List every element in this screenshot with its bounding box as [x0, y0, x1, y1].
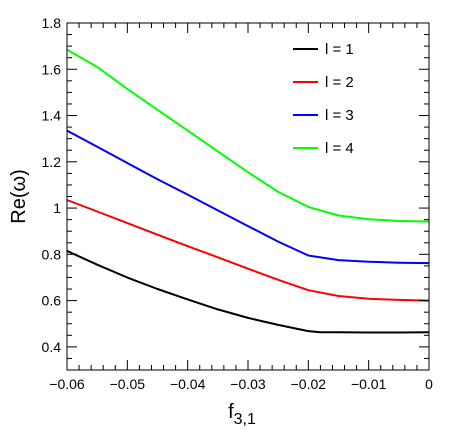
x-axis: −0.06 −0.05 −0.04 −0.03 −0.02 −0.01 0 [49, 23, 433, 392]
series-line-2 [66, 199, 430, 302]
y-tick-label: 1.8 [42, 15, 62, 31]
series-line-4 [66, 48, 430, 223]
x-tick-label: −0.02 [291, 376, 327, 392]
legend-label-4: l = 4 [325, 140, 354, 157]
x-axis-title-subscript: 3,1 [234, 411, 256, 428]
legend-label-2: l = 2 [325, 74, 354, 91]
legend: l = 1 l = 2 l = 3 l = 4 [293, 41, 354, 157]
x-tick-label: −0.05 [110, 376, 146, 392]
legend-label-3: l = 3 [325, 107, 354, 124]
y-tick-label: 0.6 [42, 293, 62, 309]
x-tick-label: −0.06 [49, 376, 85, 392]
y-tick-label: 0.4 [42, 339, 62, 355]
x-tick-label: 0 [425, 376, 433, 392]
x-tick-label: −0.04 [170, 376, 206, 392]
y-tick-label: 1.6 [42, 61, 62, 77]
x-tick-label: −0.01 [351, 376, 387, 392]
series-line-1 [66, 249, 430, 334]
y-tick-label: 1.2 [42, 154, 62, 170]
y-axis-title: Re(ω) [8, 169, 30, 224]
x-axis-title-main: f [228, 401, 234, 423]
x-axis-title: f3,1 [228, 401, 256, 428]
x-tick-label: −0.03 [230, 376, 266, 392]
y-axis: 0.4 0.6 0.8 1 1.2 1.4 1.6 1.8 [42, 15, 429, 371]
series-group [66, 48, 430, 334]
legend-label-1: l = 1 [325, 41, 354, 58]
y-tick-label: 1.4 [42, 108, 62, 124]
y-tick-label: 1 [53, 200, 61, 216]
y-tick-label: 0.8 [42, 246, 62, 262]
series-line-3 [66, 129, 430, 265]
